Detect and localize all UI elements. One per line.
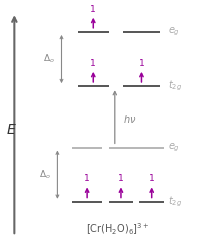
Text: 1: 1 (84, 174, 90, 183)
Text: $\Delta_o$: $\Delta_o$ (43, 53, 55, 65)
Text: $E$: $E$ (6, 123, 17, 137)
Text: 1: 1 (118, 174, 123, 183)
Text: 1: 1 (90, 4, 96, 14)
Text: $\mathregular{[Cr(H_2O)_6]^{3+}}$: $\mathregular{[Cr(H_2O)_6]^{3+}}$ (86, 222, 149, 237)
Text: $\Delta_o$: $\Delta_o$ (39, 169, 51, 181)
Text: $e_g$: $e_g$ (167, 141, 179, 154)
Text: 1: 1 (138, 59, 144, 68)
Text: $h\nu$: $h\nu$ (122, 113, 136, 125)
Text: $t_{2g}$: $t_{2g}$ (167, 195, 181, 209)
Text: 1: 1 (90, 59, 96, 68)
Text: $e_g$: $e_g$ (167, 26, 179, 38)
Text: 1: 1 (148, 174, 154, 183)
Text: $t_{2g}$: $t_{2g}$ (167, 79, 181, 93)
